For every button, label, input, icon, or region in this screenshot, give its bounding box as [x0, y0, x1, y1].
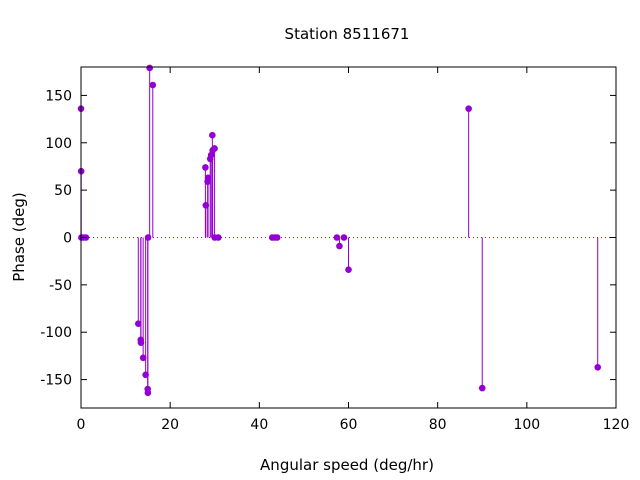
- x-axis-label: Angular speed (deg/hr): [260, 456, 434, 474]
- x-tick-label-0: 0: [77, 417, 86, 433]
- x-tick-label-20: 20: [161, 417, 179, 433]
- y-tick-label-150: 150: [45, 88, 72, 104]
- data-point-11: [144, 389, 152, 397]
- chart-title: Station 8511671: [285, 25, 410, 43]
- x-tick-label-60: 60: [340, 417, 358, 433]
- data-point-35: [594, 363, 602, 371]
- data-point-31: [340, 234, 348, 241]
- y-tick-label-100: 100: [45, 136, 72, 152]
- data-point-12: [144, 234, 152, 241]
- data-point-34: [478, 384, 486, 392]
- data-point-25: [215, 234, 222, 241]
- data-point-7: [137, 339, 145, 346]
- data-point-5: [134, 320, 142, 327]
- x-tick-label-120: 120: [603, 417, 630, 433]
- data-point-33: [465, 105, 472, 112]
- x-tick-label-100: 100: [513, 417, 540, 433]
- data-point-32: [345, 266, 352, 274]
- data-point-30: [336, 242, 343, 250]
- data-point-21: [209, 131, 216, 139]
- data-point-8: [139, 354, 147, 362]
- y-tick-label--100: -100: [40, 325, 72, 341]
- x-tick-label-80: 80: [429, 417, 447, 433]
- y-tick-label-50: 50: [54, 183, 72, 199]
- data-point-13: [146, 64, 153, 72]
- y-axis-label: Phase (deg): [10, 192, 28, 282]
- x-tick-label-40: 40: [250, 417, 268, 433]
- data-point-14: [149, 81, 157, 89]
- y-tick-label-0: 0: [63, 231, 72, 247]
- data-point-15: [202, 164, 209, 171]
- data-point-28: [273, 234, 281, 241]
- y-tick-label--50: -50: [49, 278, 72, 294]
- data-point-29: [333, 234, 341, 241]
- y-tick-label--150: -150: [40, 373, 72, 389]
- data-point-23: [211, 145, 218, 152]
